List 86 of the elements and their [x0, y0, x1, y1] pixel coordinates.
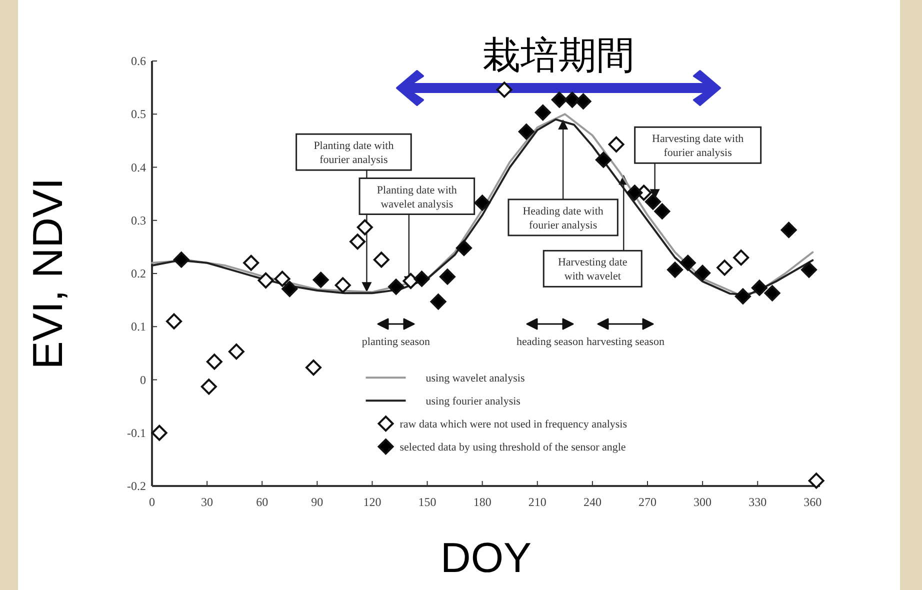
annotation: Planting date with fourier analysis: [314, 140, 394, 166]
y-tick-label: 0.2: [131, 266, 146, 280]
annotation: planting season: [362, 336, 431, 348]
point: [166, 313, 182, 330]
point: [282, 280, 298, 297]
legend-label: using wavelet analysis: [426, 372, 525, 385]
y-tick-label: -0.2: [127, 479, 146, 493]
point: [808, 472, 824, 489]
x-tick-label: 150: [418, 495, 436, 509]
point: [608, 136, 624, 152]
point: [680, 254, 696, 271]
y-tick-label: 0.1: [131, 320, 146, 334]
point: [228, 344, 244, 360]
point: [645, 194, 661, 210]
y-tick-label: 0: [140, 372, 146, 387]
annotation: Heading date with fourier analysis: [522, 205, 604, 232]
point: [474, 194, 490, 211]
x-tick-label: 240: [583, 495, 602, 509]
point: [595, 152, 612, 168]
x-axis-title: DOY: [440, 534, 532, 581]
x-tick-label: 330: [748, 495, 767, 509]
point: [654, 203, 670, 220]
x-tick-label: 30: [201, 495, 214, 509]
annotation: heading season: [516, 336, 584, 348]
annotation: Heading date with fourier analysis: [508, 198, 618, 236]
point: [243, 254, 260, 271]
x-tick-label: 180: [473, 495, 492, 509]
annotation: Planting date with wavelet analysis: [376, 184, 458, 210]
y-tick-label: 0.6: [131, 54, 146, 68]
point: [334, 277, 351, 294]
point: [388, 278, 404, 295]
point: [534, 104, 551, 121]
annotation: 栽培期間: [482, 35, 634, 77]
legend-label: raw data which were not used in frequency analysis: [400, 418, 628, 431]
x-tick-label: 210: [528, 495, 546, 509]
point: [496, 82, 512, 98]
point: [800, 262, 817, 278]
point: [734, 288, 751, 304]
point: [439, 268, 456, 285]
legend-label: using fourier analysis: [426, 396, 520, 408]
point: [430, 294, 446, 310]
point: [305, 360, 322, 376]
annotation: Harvesting date with wavelet: [542, 250, 642, 288]
point: [518, 124, 534, 140]
annotation: harvesting season: [586, 336, 665, 348]
point: [356, 219, 373, 236]
point: [373, 252, 390, 268]
point: [258, 272, 274, 288]
point: [151, 424, 168, 441]
y-tick-label: 0.5: [131, 107, 146, 122]
annotation: Harvesting date with fourier analysis: [652, 133, 744, 160]
x-tick-label: 60: [256, 495, 268, 509]
x-tick-label: 300: [694, 495, 712, 509]
point: [274, 270, 290, 287]
point: [200, 378, 217, 395]
y-tick-label: 0.3: [131, 213, 146, 228]
point: [751, 280, 768, 296]
point: [456, 240, 472, 256]
point: [626, 184, 643, 201]
point: [350, 234, 366, 250]
x-tick-label: 360: [804, 495, 822, 509]
y-tick-label: 0.4: [131, 160, 146, 174]
annotation: Harvesting date with wavelet: [558, 256, 628, 283]
legend-label: selected data by using threshold of the sensor angle: [400, 442, 626, 454]
x-tick-label: 120: [363, 495, 382, 509]
x-tick-label: 270: [638, 495, 656, 509]
y-axis-title: EVI, NDVI: [24, 178, 71, 370]
point: [780, 222, 797, 238]
x-tick-label: 0: [149, 495, 155, 509]
point: [764, 285, 780, 302]
x-tick-label: 90: [311, 495, 324, 509]
point: [667, 262, 684, 278]
point: [575, 93, 592, 110]
point: [694, 264, 711, 281]
annotation: Harvesting date with fourier analysis: [634, 126, 762, 164]
point: [402, 272, 419, 289]
annotation: Planting date with fourier analysis: [296, 133, 412, 171]
point: [414, 270, 430, 287]
point: [716, 260, 733, 276]
point: [733, 250, 750, 266]
point: [551, 92, 568, 108]
annotation: Planting date with wavelet analysis: [358, 178, 476, 215]
point: [173, 252, 190, 268]
point: [206, 354, 222, 370]
y-tick-label: -0.1: [127, 426, 146, 440]
point: [312, 272, 329, 288]
